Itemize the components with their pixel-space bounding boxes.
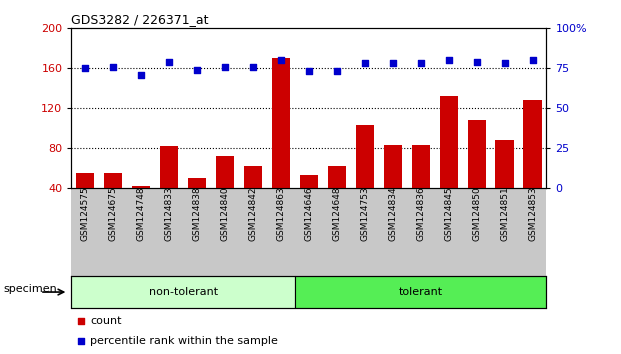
Bar	[71, 276, 295, 308]
Point	[388, 61, 397, 66]
Bar	[496, 140, 514, 188]
Text: non-tolerant: non-tolerant	[148, 287, 218, 297]
Text: count: count	[91, 316, 122, 326]
Bar	[272, 58, 290, 188]
Point	[81, 65, 91, 71]
Bar	[468, 120, 486, 188]
Point	[472, 59, 482, 65]
Bar	[300, 175, 318, 188]
Point	[137, 72, 147, 78]
Text: tolerant: tolerant	[399, 287, 443, 297]
Point	[248, 64, 258, 69]
Point	[528, 57, 538, 63]
Point	[499, 61, 509, 66]
Point	[276, 57, 286, 63]
Point	[76, 338, 86, 344]
Text: GDS3282 / 226371_at: GDS3282 / 226371_at	[71, 13, 209, 26]
Bar	[384, 145, 402, 188]
Bar	[160, 146, 178, 188]
Point	[304, 69, 314, 74]
Bar	[104, 173, 122, 188]
Bar	[188, 178, 206, 188]
Bar	[524, 100, 542, 188]
Bar	[244, 166, 262, 188]
Point	[220, 64, 230, 69]
Bar	[440, 96, 458, 188]
Point	[193, 67, 202, 73]
Bar	[328, 166, 346, 188]
Bar	[356, 125, 374, 188]
Point	[164, 59, 174, 65]
Text: specimen: specimen	[3, 284, 57, 293]
Point	[416, 61, 426, 66]
Point	[332, 69, 342, 74]
Bar	[295, 276, 546, 308]
Bar	[216, 156, 234, 188]
Point	[443, 57, 453, 63]
Point	[109, 64, 119, 69]
Bar	[132, 185, 150, 188]
Text: percentile rank within the sample: percentile rank within the sample	[91, 336, 278, 346]
Bar	[76, 173, 94, 188]
Bar	[412, 145, 430, 188]
Point	[360, 61, 369, 66]
Point	[76, 318, 86, 324]
